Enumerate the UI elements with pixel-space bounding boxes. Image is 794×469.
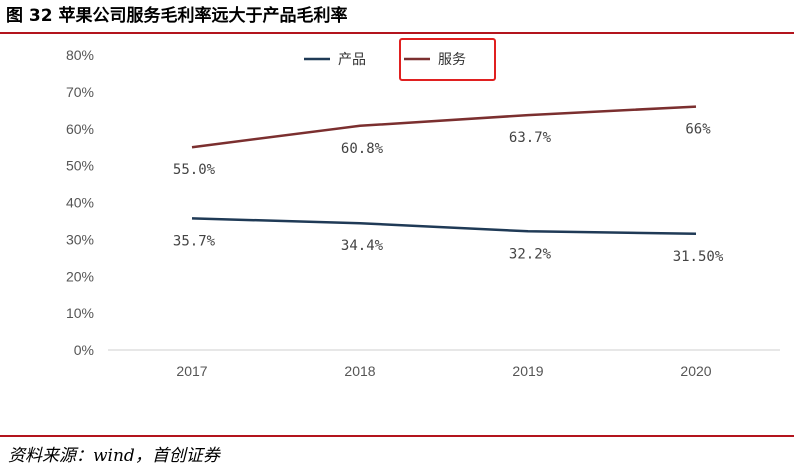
y-tick-label: 60%	[66, 121, 94, 137]
legend-label: 产品	[338, 52, 366, 68]
legend-item: 服务	[399, 38, 496, 81]
figure-title: 图 32 苹果公司服务毛利率远大于产品毛利率	[6, 6, 348, 26]
highlight-box	[399, 38, 496, 81]
legend-item: 产品	[304, 52, 366, 68]
y-tick-label: 30%	[66, 231, 94, 247]
y-axis-ticks: 0% 10% 20% 30% 40% 50% 60% 70% 80%	[66, 47, 94, 358]
data-label: 32.2%	[509, 246, 552, 262]
x-tick-label: 2020	[680, 363, 711, 379]
y-tick-label: 20%	[66, 268, 94, 284]
source-note: 资料来源：wind，首创证券	[8, 446, 220, 466]
legend: 产品 服务	[304, 38, 496, 81]
y-tick-label: 70%	[66, 84, 94, 100]
bottom-divider	[0, 435, 794, 437]
x-tick-label: 2017	[176, 363, 207, 379]
data-label: 60.8%	[341, 141, 384, 157]
x-tick-label: 2018	[344, 363, 375, 379]
data-label: 31.50%	[673, 249, 724, 265]
series-line	[191, 217, 697, 236]
x-tick-label: 2019	[512, 363, 543, 379]
y-tick-label: 0%	[74, 342, 94, 358]
top-divider	[0, 32, 794, 34]
series-line	[191, 105, 697, 149]
data-label: 35.7%	[173, 233, 216, 249]
data-label: 66%	[685, 122, 711, 138]
data-label: 34.4%	[341, 238, 384, 254]
chart-area: 0%10%20%30%40%50%60%70%80% 2017 2018 2019 2…	[66, 38, 780, 379]
y-tick-label: 10%	[66, 305, 94, 321]
y-tick-label: 50%	[66, 158, 94, 174]
data-label: 55.0%	[173, 162, 216, 178]
series-lines	[191, 105, 697, 236]
data-labels: 35.7% 34.4% 32.2% 31.50% 55.0% 60.8% 63.7% 66%	[173, 122, 724, 265]
legend-label: 服务	[438, 52, 466, 68]
y-tick-label: 40%	[66, 195, 94, 211]
x-axis-ticks: 2017 2018 2019 2020	[176, 363, 711, 379]
y-tick-label: 80%	[66, 47, 94, 63]
data-label: 63.7%	[509, 130, 552, 146]
